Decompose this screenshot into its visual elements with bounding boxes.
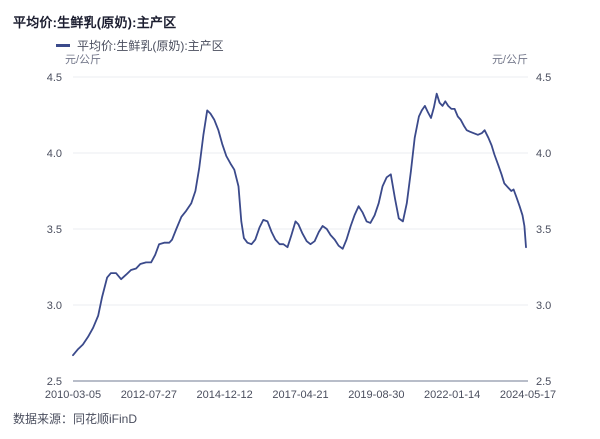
y-tick-label-right: 2.5	[536, 376, 551, 388]
legend-series-label: 平均价:生鲜乳(原奶):主产区	[77, 39, 224, 53]
x-tick-label: 2019-08-30	[348, 389, 404, 401]
y-axis-unit-right: 元/公斤	[491, 54, 528, 66]
x-tick-label: 2012-07-27	[121, 389, 177, 401]
y-axis-labels-right: 4.5 4.0 3.5 3.0 2.5	[536, 72, 551, 388]
x-tick-label: 2017-04-21	[272, 389, 328, 401]
chart-title: 平均价:生鲜乳(原奶):主产区	[13, 15, 177, 30]
y-tick-label-left: 4.5	[47, 72, 62, 84]
y-tick-label-left: 2.5	[47, 376, 62, 388]
y-axis-unit-left: 元/公斤	[65, 54, 102, 66]
x-tick-label: 2010-03-05	[45, 389, 101, 401]
data-source-note: 数据来源：同花顺iFinD	[13, 412, 138, 426]
gridlines	[73, 76, 528, 382]
x-tick-label: 2024-05-17	[500, 389, 556, 401]
y-tick-label-right: 4.0	[536, 148, 551, 160]
y-tick-label-left: 3.0	[47, 300, 62, 312]
x-tick-label: 2022-01-14	[424, 389, 480, 401]
legend-line-swatch	[56, 44, 70, 47]
series-line	[72, 92, 527, 357]
y-axis-labels-left: 4.5 4.0 3.5 3.0 2.5	[47, 72, 62, 388]
y-tick-label-right: 4.5	[536, 72, 551, 84]
y-tick-label-left: 3.5	[47, 224, 62, 236]
legend: 平均价:生鲜乳(原奶):主产区	[56, 37, 224, 54]
y-tick-label-right: 3.0	[536, 300, 551, 312]
x-axis-labels: 2010-03-05 2012-07-27 2014-12-12 2017-04-21…	[45, 389, 556, 401]
y-tick-label-right: 3.5	[536, 224, 551, 236]
series-lines	[72, 92, 527, 357]
y-tick-label-left: 4.0	[47, 148, 62, 160]
x-tick-label: 2014-12-12	[197, 389, 253, 401]
